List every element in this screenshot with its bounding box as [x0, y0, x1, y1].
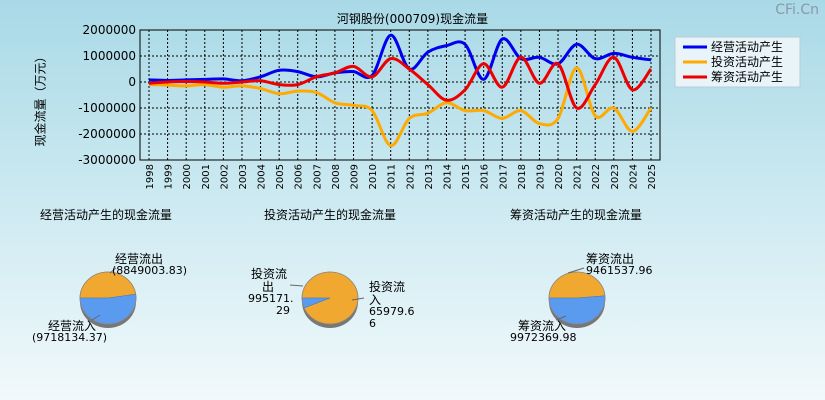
- y-tick-label: -1000000: [78, 101, 136, 115]
- x-tick-label: 1998: [145, 164, 156, 189]
- op-out-label: 经营流出: [115, 252, 164, 266]
- x-tick-label: 2025: [647, 164, 658, 189]
- op-in-label: 经营流入: [48, 319, 97, 333]
- op-out-value: (8849003.83): [112, 264, 188, 277]
- legend-label: 经营活动产生: [711, 40, 783, 54]
- y-tick-label: 0: [128, 75, 136, 89]
- series-line-2: [148, 55, 653, 110]
- pie-outline: [301, 271, 359, 325]
- x-tick-label: 2019: [535, 164, 546, 189]
- line-chart-title: 河钢股份(000709)现金流量: [336, 12, 489, 26]
- inv-in-value-a: 65979.6: [369, 305, 415, 318]
- op-in-value: (9718134.37): [32, 331, 108, 344]
- fin-in-value: 9972369.98: [510, 331, 577, 344]
- x-tick-label: 2002: [219, 164, 230, 189]
- pie-0: [79, 271, 137, 328]
- inv-in-value-b: 6: [369, 317, 376, 330]
- pie-title-investing: 投资活动产生的现金流量: [264, 208, 397, 222]
- fin-out-value: 9461537.96: [586, 264, 653, 277]
- x-tick-label: 2023: [610, 164, 621, 189]
- y-tick-label: 2000000: [83, 23, 136, 37]
- fin-out-label: 筹资流出: [586, 252, 635, 266]
- pie-title-operating: 经营活动产生的现金流量: [40, 208, 173, 222]
- inv-in-label-a: 投资流: [369, 280, 406, 294]
- x-tick-label: 2012: [405, 164, 416, 189]
- x-tick-label: 2016: [480, 164, 491, 189]
- pie-leader-line: [289, 284, 304, 287]
- y-tick-label: 1000000: [83, 49, 136, 63]
- inv-out-value-b: 29: [276, 304, 290, 317]
- x-tick-label: 2004: [257, 164, 268, 189]
- legend-label: 投资活动产生: [711, 54, 783, 69]
- watermark: CFi.Cn: [775, 2, 819, 18]
- inv-out-label-a: 投资流: [251, 267, 288, 281]
- x-tick-label: 2013: [424, 164, 435, 189]
- inv-in-label-b: 入: [369, 293, 382, 307]
- pie-leader-line: [91, 314, 101, 321]
- x-tick-label: 2010: [368, 164, 379, 189]
- x-tick-label: 2020: [554, 164, 565, 189]
- x-tick-label: 2000: [182, 164, 193, 189]
- inv-out-value-a: 995171.: [248, 292, 294, 305]
- x-tick-label: 2005: [275, 164, 286, 189]
- series-line-0: [148, 33, 652, 83]
- x-tick-label: 2008: [331, 164, 342, 189]
- y-tick-label: -3000000: [78, 153, 136, 167]
- pie-outline: [79, 271, 137, 325]
- pie-title-financing: 筹资活动产生的现金流量: [510, 208, 643, 222]
- pie-leader-line: [109, 267, 117, 274]
- x-tick-label: 2022: [591, 164, 602, 189]
- x-tick-label: 2021: [573, 164, 584, 189]
- pie-outline: [548, 271, 606, 325]
- fin-in-label: 筹资流入: [518, 319, 567, 333]
- x-tick-label: 2003: [238, 164, 249, 189]
- x-tick-label: 2009: [350, 164, 361, 189]
- pie-leader-line: [351, 297, 365, 301]
- x-tick-label: 2024: [628, 164, 639, 189]
- x-tick-label: 2011: [387, 164, 398, 189]
- pie-1: [301, 271, 359, 328]
- inv-out-label-b: 出: [262, 280, 275, 294]
- x-tick-label: 2014: [442, 164, 453, 189]
- x-tick-label: 2015: [461, 164, 472, 189]
- x-tick-label: 1999: [164, 164, 175, 189]
- x-tick-label: 2001: [201, 164, 212, 189]
- x-tick-label: 2017: [498, 164, 509, 189]
- x-tick-label: 2006: [294, 164, 305, 189]
- legend-label: 筹资活动产生: [711, 70, 783, 84]
- x-tick-label: 2018: [517, 164, 528, 189]
- x-tick-label: 2007: [312, 164, 323, 189]
- pie-leader-line: [567, 267, 585, 274]
- y-tick-label: -2000000: [78, 127, 136, 141]
- pie-leader-line: [555, 315, 567, 321]
